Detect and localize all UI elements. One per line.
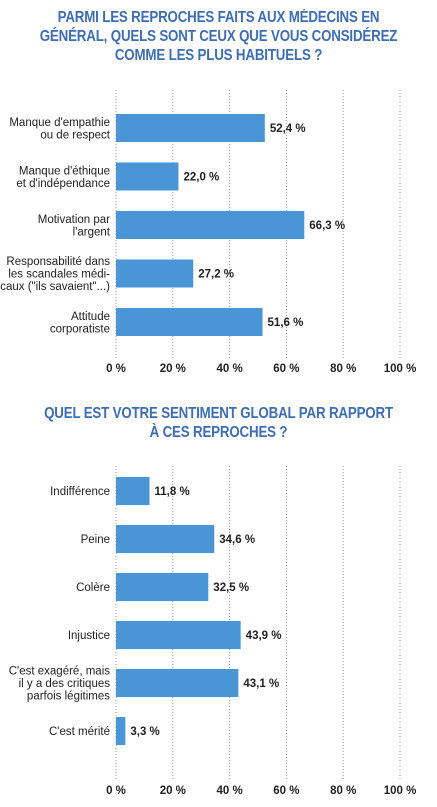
category-label: Peine bbox=[81, 534, 110, 546]
tick-label: 80 % bbox=[330, 363, 356, 375]
value-label: 34,6 % bbox=[219, 534, 255, 546]
chart1-title-line: PARMI LES REPROCHES FAITS AUX MÉDECINS E… bbox=[57, 9, 380, 26]
tick-label: 20 % bbox=[160, 363, 186, 375]
category-label: Colère bbox=[76, 582, 110, 594]
tick-label: 100 % bbox=[384, 363, 417, 375]
tick-label: 0 % bbox=[106, 785, 126, 797]
tick-label: 60 % bbox=[273, 363, 299, 375]
tick-label: 40 % bbox=[216, 785, 242, 797]
tick-label: 80 % bbox=[330, 785, 356, 797]
value-label: 43,9 % bbox=[246, 630, 282, 642]
category-label: C'est exagéré, mais bbox=[9, 666, 111, 678]
category-label: ou de respect bbox=[40, 129, 110, 141]
category-label: Attitude bbox=[71, 311, 110, 323]
category-label: caux ("ils savaient"...) bbox=[0, 281, 110, 293]
tick-label: 0 % bbox=[106, 363, 126, 375]
tick-label: 100 % bbox=[384, 785, 417, 797]
chart1-title: PARMI LES REPROCHES FAITS AUX MÉDECINS E… bbox=[31, 8, 407, 65]
category-label: Manque d'éthique bbox=[19, 165, 110, 177]
value-label: 51,6 % bbox=[268, 317, 304, 329]
value-label: 11,8 % bbox=[155, 486, 190, 498]
tick-label: 40 % bbox=[216, 363, 242, 375]
chart2-title-line: QUEL EST VOTRE SENTIMENT GLOBAL PAR RAPP… bbox=[44, 405, 393, 422]
category-label: Injustice bbox=[68, 630, 110, 642]
category-label: C'est mérité bbox=[49, 726, 110, 738]
category-label: Motivation par bbox=[38, 214, 110, 226]
bar bbox=[116, 211, 305, 239]
value-label: 66,3 % bbox=[309, 220, 345, 232]
chart2-title-line: À CES REPROCHES ? bbox=[149, 424, 288, 441]
category-label: Manque d'empathie bbox=[9, 117, 110, 129]
bar bbox=[116, 525, 215, 553]
category-label: corporatiste bbox=[50, 323, 110, 335]
category-label: il y a des critiques bbox=[19, 678, 111, 690]
bar bbox=[116, 259, 194, 288]
value-label: 27,2 % bbox=[198, 269, 234, 281]
chart1-title-line: COMME LES PLUS HABITUELS ? bbox=[114, 47, 323, 64]
bar bbox=[116, 162, 179, 191]
bar bbox=[116, 477, 150, 505]
chart2-plot: 11,8 % Indifférence 34,6 % Peine 32,5 % Colèr… bbox=[9, 466, 417, 797]
chart2-title: QUEL EST VOTRE SENTIMENT GLOBAL PAR RAPP… bbox=[31, 404, 407, 442]
bar bbox=[116, 717, 126, 745]
category-label: Indifférence bbox=[50, 486, 110, 498]
category-label: et d'indépendance bbox=[16, 178, 110, 190]
category-label: parfois légitimes bbox=[27, 691, 110, 703]
chart1-title-line: GÉNÉRAL, QUELS SONT CEUX QUE VOUS CONSID… bbox=[39, 28, 398, 45]
value-label: 43,1 % bbox=[243, 678, 279, 690]
bar bbox=[116, 669, 239, 697]
value-label: 52,4 % bbox=[270, 123, 306, 135]
bar bbox=[116, 308, 263, 336]
tick-label: 20 % bbox=[160, 785, 186, 797]
tick-label: 60 % bbox=[273, 785, 299, 797]
category-label: les scandales médi- bbox=[8, 269, 110, 281]
value-label: 22,0 % bbox=[183, 172, 219, 184]
bar bbox=[116, 621, 241, 649]
category-label: l'argent bbox=[73, 226, 111, 238]
bar bbox=[116, 114, 265, 142]
value-label: 32,5 % bbox=[213, 582, 249, 594]
value-label: 3,3 % bbox=[130, 726, 159, 738]
bar bbox=[116, 573, 209, 601]
category-label: Responsabilité dans bbox=[6, 256, 110, 268]
